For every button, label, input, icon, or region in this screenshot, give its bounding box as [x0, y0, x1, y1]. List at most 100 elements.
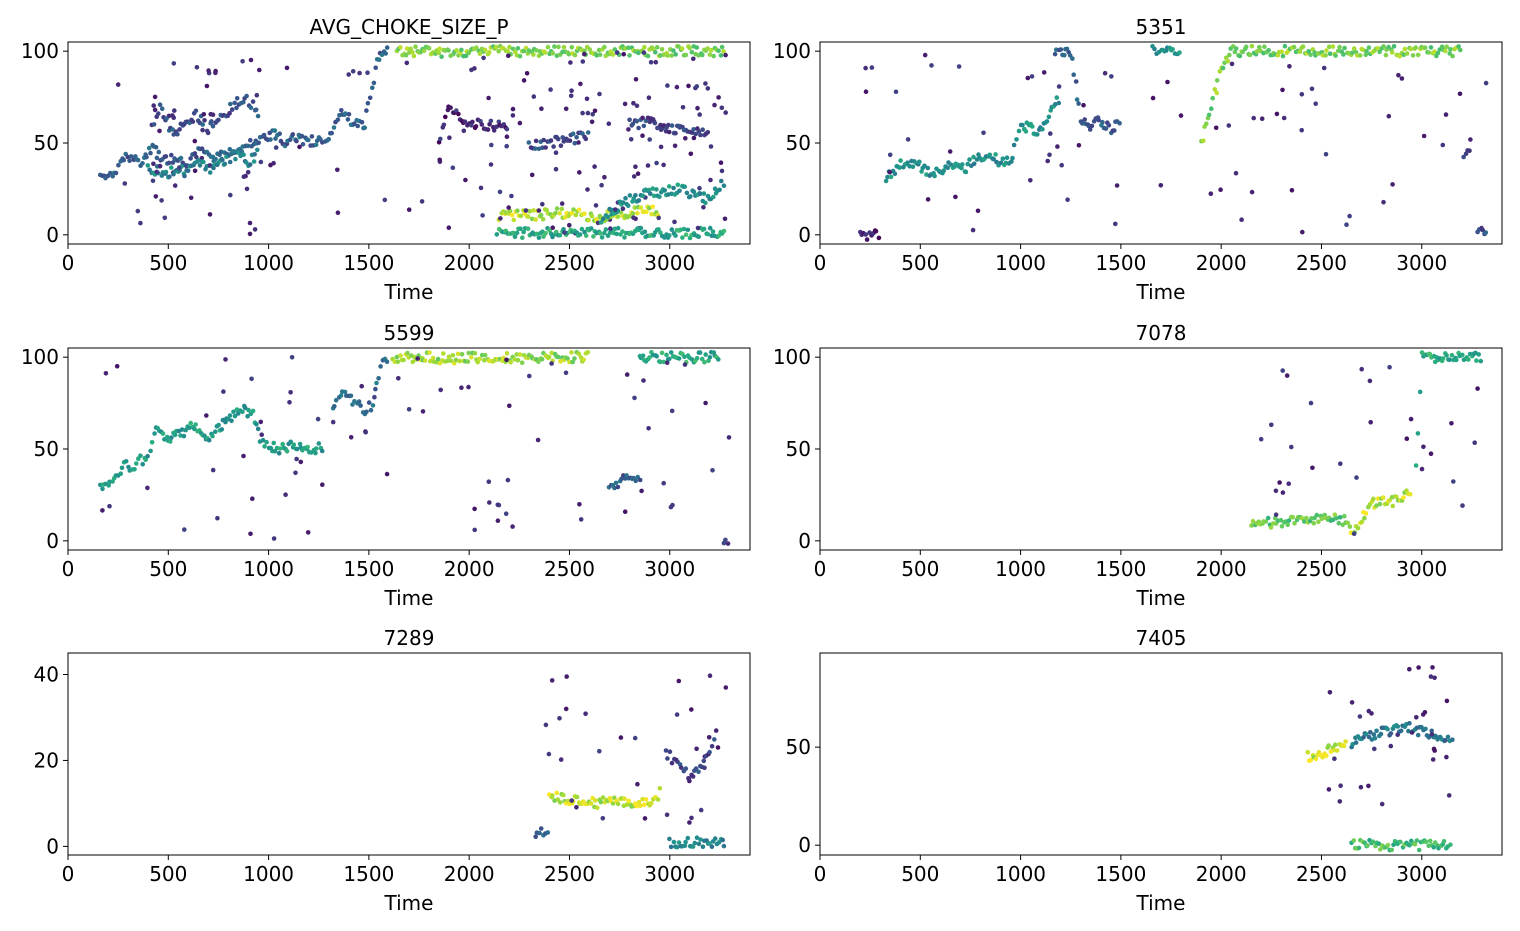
data-point — [1372, 736, 1378, 741]
data-point — [597, 230, 603, 236]
data-point — [585, 110, 591, 116]
x-tick-label: 1500 — [343, 862, 394, 886]
data-point — [967, 157, 972, 162]
x-tick-label: 1500 — [1095, 862, 1146, 886]
data-point — [1285, 522, 1290, 528]
data-point — [148, 150, 153, 156]
data-point — [1280, 368, 1285, 373]
data-point — [252, 152, 257, 157]
data-point — [981, 130, 986, 136]
data-point — [932, 173, 937, 179]
data-point — [717, 187, 722, 193]
data-point — [268, 137, 273, 142]
data-point — [650, 186, 655, 191]
x-tick-label: 0 — [62, 557, 75, 581]
data-point — [503, 511, 509, 516]
data-point — [1040, 127, 1045, 132]
data-point — [206, 68, 211, 73]
data-point — [1045, 158, 1050, 164]
data-point — [662, 188, 667, 193]
data-point — [671, 48, 676, 53]
x-tick-label: 2500 — [544, 251, 595, 275]
data-point — [524, 71, 530, 76]
data-point — [342, 389, 348, 395]
x-tick-label: 3000 — [1396, 251, 1447, 275]
data-point — [172, 108, 177, 113]
data-point — [1341, 52, 1346, 57]
data-point — [169, 435, 174, 440]
data-point — [697, 112, 702, 117]
data-point — [577, 502, 582, 507]
data-point — [636, 198, 642, 203]
data-point — [144, 154, 149, 160]
data-point — [248, 57, 254, 63]
data-point — [1152, 46, 1157, 52]
data-point — [276, 451, 282, 456]
data-point — [645, 163, 651, 168]
data-point — [649, 211, 654, 217]
data-point — [971, 161, 977, 167]
data-point — [709, 844, 715, 849]
data-point — [313, 450, 318, 456]
data-point — [721, 228, 727, 234]
data-point — [473, 124, 479, 129]
x-tick-label: 1000 — [243, 557, 294, 581]
data-point — [1240, 49, 1245, 55]
data-point — [306, 137, 311, 143]
data-point — [1046, 114, 1052, 120]
data-point — [678, 765, 684, 770]
data-point — [557, 800, 563, 805]
data-point — [153, 144, 159, 150]
data-point — [365, 70, 370, 75]
data-point — [313, 446, 319, 451]
x-tick-label: 500 — [149, 251, 187, 275]
data-point — [223, 357, 228, 362]
data-point — [438, 136, 443, 142]
data-point — [637, 477, 643, 483]
data-point — [712, 102, 717, 108]
x-tick-label: 1000 — [995, 557, 1046, 581]
data-point — [118, 471, 123, 477]
data-point — [1362, 515, 1367, 521]
data-point — [703, 352, 708, 357]
data-point — [626, 127, 631, 132]
data-point — [293, 470, 298, 476]
data-point — [415, 356, 421, 361]
data-point — [543, 231, 548, 236]
data-point — [562, 215, 568, 220]
data-point — [578, 81, 583, 87]
data-point — [216, 422, 221, 428]
data-point — [1284, 373, 1290, 378]
data-point — [398, 45, 403, 50]
data-point — [170, 113, 175, 118]
data-point — [477, 51, 483, 57]
data-point — [676, 840, 682, 845]
data-point — [232, 413, 238, 419]
data-point — [705, 231, 711, 237]
data-point — [469, 67, 474, 73]
data-point — [1390, 503, 1396, 509]
data-point — [627, 117, 632, 123]
data-point — [618, 735, 624, 740]
x-tick-label: 2500 — [1296, 251, 1347, 275]
data-point — [683, 52, 689, 58]
data-point — [603, 227, 609, 232]
data-point — [613, 480, 619, 486]
data-point — [138, 453, 143, 459]
data-point — [1371, 496, 1376, 502]
data-point — [1444, 44, 1449, 49]
data-point — [1289, 444, 1294, 450]
data-point — [1258, 436, 1264, 442]
data-point — [1324, 753, 1329, 759]
data-point — [258, 419, 264, 425]
data-point — [1289, 188, 1295, 193]
data-point — [486, 50, 492, 55]
data-point — [1399, 76, 1405, 81]
data-point — [151, 161, 156, 167]
data-point — [210, 433, 215, 439]
data-point — [1404, 51, 1410, 56]
subplot-title: 7078 — [1136, 321, 1187, 345]
data-point — [1381, 495, 1386, 500]
data-point — [248, 105, 254, 110]
data-point — [406, 207, 412, 212]
